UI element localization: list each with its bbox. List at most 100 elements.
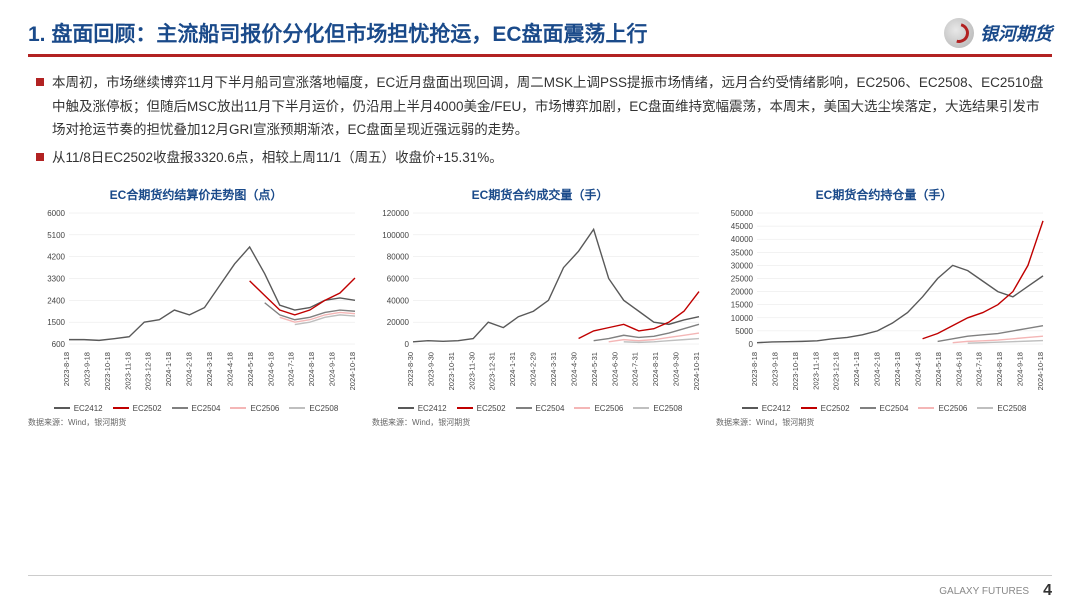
legend-label: EC2508 bbox=[653, 404, 682, 413]
legend-item: EC2506 bbox=[918, 404, 967, 413]
legend-item: EC2506 bbox=[574, 404, 623, 413]
chart-source: 数据来源：Wind，银河期货 bbox=[372, 417, 708, 428]
legend-label: EC2412 bbox=[74, 404, 103, 413]
svg-text:50000: 50000 bbox=[731, 209, 754, 218]
legend-item: EC2412 bbox=[54, 404, 103, 413]
svg-text:1500: 1500 bbox=[47, 318, 65, 327]
legend-swatch bbox=[398, 407, 414, 409]
svg-text:2023-12-31: 2023-12-31 bbox=[488, 352, 497, 390]
legend-label: EC2502 bbox=[477, 404, 506, 413]
svg-text:80000: 80000 bbox=[387, 252, 410, 261]
legend-item: EC2504 bbox=[516, 404, 565, 413]
svg-text:2024-7-31: 2024-7-31 bbox=[631, 352, 640, 386]
bullet-text: 本周初，市场继续博弈11月下半月船司宣涨落地幅度，EC近月盘面出现回调，周二MS… bbox=[52, 71, 1044, 142]
charts-row: EC合期货约结算价走势图（点） 600150024003300420051006… bbox=[28, 186, 1052, 428]
legend-swatch bbox=[457, 407, 473, 409]
legend-item: EC2508 bbox=[977, 404, 1026, 413]
svg-text:2023-11-18: 2023-11-18 bbox=[123, 352, 132, 390]
bullet-item: 从11/8日EC2502收盘报3320.6点，相较上周11/1（周五）收盘价+1… bbox=[36, 146, 1044, 170]
svg-text:2023-11-30: 2023-11-30 bbox=[467, 352, 476, 390]
chart-svg: 0500010000150002000025000300003500040000… bbox=[716, 207, 1052, 402]
legend-swatch bbox=[801, 407, 817, 409]
svg-text:40000: 40000 bbox=[731, 235, 754, 244]
svg-text:2024-1-31: 2024-1-31 bbox=[508, 352, 517, 386]
svg-text:15000: 15000 bbox=[731, 300, 754, 309]
svg-text:0: 0 bbox=[749, 340, 754, 349]
legend-item: EC2412 bbox=[398, 404, 447, 413]
svg-text:2023-11-18: 2023-11-18 bbox=[811, 352, 820, 390]
chart-source: 数据来源：Wind，银河期货 bbox=[716, 417, 1052, 428]
svg-text:5000: 5000 bbox=[735, 326, 753, 335]
chart-title: EC合期货约结算价走势图（点） bbox=[28, 186, 364, 203]
svg-text:30000: 30000 bbox=[731, 261, 754, 270]
legend-swatch bbox=[289, 407, 305, 409]
legend-label: EC2508 bbox=[997, 404, 1026, 413]
chart-legend: EC2412EC2502EC2504EC2506EC2508 bbox=[28, 404, 364, 413]
legend-item: EC2502 bbox=[801, 404, 850, 413]
legend-swatch bbox=[54, 407, 70, 409]
svg-text:2023-9-18: 2023-9-18 bbox=[82, 352, 91, 386]
svg-text:2023-8-18: 2023-8-18 bbox=[750, 352, 759, 386]
legend-item: EC2502 bbox=[113, 404, 162, 413]
svg-text:2024-10-31: 2024-10-31 bbox=[692, 352, 701, 390]
svg-text:2024-8-31: 2024-8-31 bbox=[651, 352, 660, 386]
legend-label: EC2506 bbox=[250, 404, 279, 413]
chart-title: EC期货合约成交量（手） bbox=[372, 186, 708, 203]
slide: 1. 盘面回顾：主流船司报价分化但市场担忧抢运，EC盘面震荡上行 银河期货 本周… bbox=[0, 0, 1080, 608]
svg-text:2024-9-30: 2024-9-30 bbox=[672, 352, 681, 386]
svg-text:6000: 6000 bbox=[47, 209, 65, 218]
svg-text:2400: 2400 bbox=[47, 296, 65, 305]
svg-text:10000: 10000 bbox=[731, 313, 754, 322]
svg-text:2024-4-18: 2024-4-18 bbox=[913, 352, 922, 386]
chart-col-1: EC合期货约结算价走势图（点） 600150024003300420051006… bbox=[28, 186, 364, 428]
legend-item: EC2502 bbox=[457, 404, 506, 413]
svg-text:20000: 20000 bbox=[387, 318, 410, 327]
bullet-marker-icon bbox=[36, 78, 44, 86]
svg-text:2024-7-18: 2024-7-18 bbox=[975, 352, 984, 386]
legend-item: EC2506 bbox=[230, 404, 279, 413]
svg-text:2024-9-18: 2024-9-18 bbox=[328, 352, 337, 386]
footer-divider bbox=[28, 575, 1052, 576]
svg-text:0: 0 bbox=[405, 340, 410, 349]
logo: 银河期货 bbox=[944, 18, 1052, 48]
logo-swoosh-icon bbox=[945, 19, 972, 46]
svg-text:35000: 35000 bbox=[731, 248, 754, 257]
svg-text:2024-5-18: 2024-5-18 bbox=[934, 352, 943, 386]
bullet-text: 从11/8日EC2502收盘报3320.6点，相较上周11/1（周五）收盘价+1… bbox=[52, 146, 503, 170]
bullet-item: 本周初，市场继续博弈11月下半月船司宣涨落地幅度，EC近月盘面出现回调，周二MS… bbox=[36, 71, 1044, 142]
logo-text: 银河期货 bbox=[980, 20, 1052, 46]
svg-text:2024-9-18: 2024-9-18 bbox=[1016, 352, 1025, 386]
svg-text:45000: 45000 bbox=[731, 222, 754, 231]
svg-text:2023-10-18: 2023-10-18 bbox=[791, 352, 800, 390]
legend-label: EC2508 bbox=[309, 404, 338, 413]
svg-text:2023-8-18: 2023-8-18 bbox=[62, 352, 71, 386]
svg-text:120000: 120000 bbox=[382, 209, 409, 218]
svg-text:2024-3-18: 2024-3-18 bbox=[893, 352, 902, 386]
svg-text:2024-6-18: 2024-6-18 bbox=[266, 352, 275, 386]
svg-text:2024-2-18: 2024-2-18 bbox=[185, 352, 194, 386]
chart-svg: 0200004000060000800001000001200002023-8-… bbox=[372, 207, 708, 402]
svg-text:2024-5-18: 2024-5-18 bbox=[246, 352, 255, 386]
page-number: 4 bbox=[1043, 582, 1052, 600]
svg-text:2024-7-18: 2024-7-18 bbox=[287, 352, 296, 386]
svg-text:2024-4-30: 2024-4-30 bbox=[569, 352, 578, 386]
legend-label: EC2504 bbox=[880, 404, 909, 413]
chart-col-2: EC期货合约成交量（手） 020000400006000080000100000… bbox=[372, 186, 708, 428]
footer: GALAXY FUTURES 4 bbox=[939, 582, 1052, 600]
legend-label: EC2504 bbox=[536, 404, 565, 413]
svg-text:2023-9-30: 2023-9-30 bbox=[426, 352, 435, 386]
legend-swatch bbox=[172, 407, 188, 409]
svg-text:2024-2-18: 2024-2-18 bbox=[873, 352, 882, 386]
legend-swatch bbox=[742, 407, 758, 409]
chart-title: EC期货合约持仓量（手） bbox=[716, 186, 1052, 203]
bullet-list: 本周初，市场继续博弈11月下半月船司宣涨落地幅度，EC近月盘面出现回调，周二MS… bbox=[28, 71, 1052, 184]
legend-label: EC2502 bbox=[133, 404, 162, 413]
legend-swatch bbox=[918, 407, 934, 409]
svg-text:2023-10-31: 2023-10-31 bbox=[447, 352, 456, 390]
chart-svg: 6001500240033004200510060002023-8-182023… bbox=[28, 207, 364, 402]
legend-label: EC2506 bbox=[938, 404, 967, 413]
legend-label: EC2412 bbox=[418, 404, 447, 413]
legend-label: EC2506 bbox=[594, 404, 623, 413]
svg-text:2024-4-18: 2024-4-18 bbox=[225, 352, 234, 386]
svg-text:4200: 4200 bbox=[47, 252, 65, 261]
